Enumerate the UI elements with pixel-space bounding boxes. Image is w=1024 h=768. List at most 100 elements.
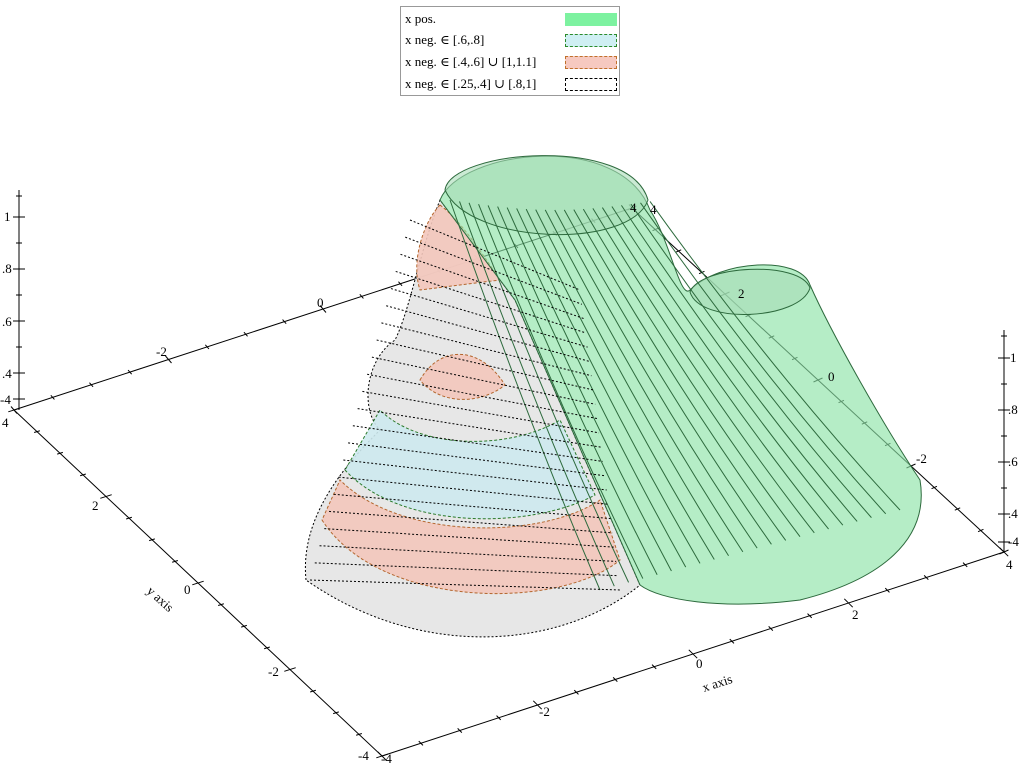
y-axis-label: y axis xyxy=(144,583,177,615)
legend-label-orange: x neg. ∈ [.4,.6] ∪ [1,1.1] xyxy=(405,54,537,69)
x-tick-mark xyxy=(532,700,543,710)
y-tick-mark xyxy=(355,732,363,736)
legend-label-x-pos: x pos. xyxy=(405,11,437,26)
surface-mesh-line xyxy=(630,203,872,518)
back-y-tick-mark xyxy=(999,549,1009,555)
surface-mesh-line xyxy=(573,209,787,541)
right-y-tick-0: 0 xyxy=(828,369,835,384)
surface-mesh-line xyxy=(582,208,801,537)
y-tick-mark xyxy=(148,538,156,542)
back-x-tick-mark xyxy=(10,406,18,414)
surface-mesh-line-neg xyxy=(314,562,619,577)
legend-label-black: x neg. ∈ [.25,.4] ∪ [.8,1] xyxy=(405,76,537,91)
surface-mesh-line xyxy=(497,206,672,572)
surface-mesh-line xyxy=(563,209,772,545)
surface-mesh-line xyxy=(554,209,758,549)
y-tick-mark xyxy=(100,494,112,499)
surface-mesh-line xyxy=(640,202,887,515)
back-x-tick-mark xyxy=(319,305,327,313)
x-tick-mark xyxy=(729,638,735,644)
x-tick-mark xyxy=(377,751,387,761)
back-x-tick-0: 0 xyxy=(317,295,324,310)
y-tick-mark xyxy=(79,473,87,477)
x-tick-mark xyxy=(651,664,657,670)
y-tick-mark xyxy=(192,580,204,586)
x-tick-mark xyxy=(884,587,890,593)
surface-mesh-line xyxy=(611,206,844,526)
surface-mesh-line-neg xyxy=(367,373,598,420)
y-tick-mark xyxy=(309,689,317,693)
x-tick-mark xyxy=(612,677,618,682)
back-x-tick-neg2: -2 xyxy=(156,344,167,359)
back-x-tick-mark xyxy=(243,331,248,337)
right-y-tick-neg2: -2 xyxy=(916,451,927,466)
back-x-tick-mark xyxy=(398,281,403,287)
y-tick-mark xyxy=(240,624,248,628)
back-x-tick-mark xyxy=(89,382,94,388)
back-x-tick-mark xyxy=(127,369,133,375)
surface-mesh-line xyxy=(516,208,701,564)
x-tick-2: 2 xyxy=(852,607,859,622)
surface-mesh-line xyxy=(601,207,829,530)
left-z-tick-08: .8 xyxy=(2,261,12,276)
right-corner-neg4: -4 xyxy=(1008,534,1019,549)
right-z-tick-04: .4 xyxy=(1008,506,1018,521)
surface-mesh-line xyxy=(535,209,729,556)
surface-mesh-line-neg xyxy=(319,545,617,562)
left-z-tick-1: 1 xyxy=(4,209,11,224)
surface-mesh-line xyxy=(621,205,858,522)
right-z-tick-08: .8 xyxy=(1008,402,1018,417)
surface-mesh-line xyxy=(525,208,715,560)
back-y-tick-mark xyxy=(931,485,938,490)
surface-mesh-line xyxy=(459,201,615,587)
surface-negx-blue-band xyxy=(344,409,596,520)
back-y-tick-mark xyxy=(675,249,682,253)
surface-mesh-line-neg xyxy=(381,322,592,377)
y-tick-mark xyxy=(171,559,179,563)
x-tick-4: 4 xyxy=(1006,557,1013,572)
back-y-tick-mark xyxy=(954,507,961,511)
legend: x pos. x neg. ∈ [.6,.8] x neg. ∈ [.4,.6]… xyxy=(400,6,620,96)
y-tick-0: 0 xyxy=(184,582,191,597)
back-y-tick-mark xyxy=(977,528,984,533)
x-tick-mark xyxy=(807,613,813,619)
left-corner-neg4: -4 xyxy=(0,392,11,407)
back-corner-4: 4 xyxy=(650,202,657,217)
surface-mesh-line-neg xyxy=(409,219,581,291)
surface-mesh-line xyxy=(506,207,687,568)
back-x-tick-mark xyxy=(282,319,287,325)
surface-negx-small-peak xyxy=(419,353,506,400)
surface-mesh-line-neg xyxy=(405,236,583,305)
x-tick-mark xyxy=(457,728,463,733)
back-x-tick-4: 4 xyxy=(630,200,637,215)
y-tick-2: 2 xyxy=(92,498,99,513)
right-z-tick-1: 1 xyxy=(1010,350,1017,365)
back-x-tick-mark xyxy=(359,293,364,299)
x-tick-neg2: -2 xyxy=(539,704,550,719)
surface-mesh-line-neg xyxy=(376,339,594,391)
back-x-tick-mark xyxy=(204,344,210,350)
surface-mesh-line-neg xyxy=(348,442,605,477)
surface-mesh-line xyxy=(468,202,630,583)
left-z-tick-06: .6 xyxy=(2,314,12,329)
surface-mesh-line-neg xyxy=(324,528,615,548)
x-tick-mark xyxy=(962,562,968,568)
surface-mesh-line-neg xyxy=(343,459,607,491)
x-tick-mark xyxy=(496,715,502,721)
surface-mesh-line xyxy=(649,201,901,511)
x-tick-mark xyxy=(923,575,929,580)
surface-mesh-line-neg xyxy=(362,390,600,434)
y-tick-neg2: -2 xyxy=(268,664,279,679)
x-axis-label: x axis xyxy=(700,671,734,695)
surface-mesh-line xyxy=(478,203,644,579)
surface-mesh-line-neg xyxy=(395,270,586,334)
surface-mesh-line xyxy=(487,205,658,575)
y-tick-mark xyxy=(263,646,271,650)
surface-mesh-line-neg xyxy=(357,408,602,448)
right-z-tick-06: .6 xyxy=(1008,454,1018,469)
legend-swatch-green xyxy=(565,34,617,47)
surface-mesh-line xyxy=(544,209,744,553)
surface-mesh-line-neg xyxy=(338,476,609,505)
x-tick-mark xyxy=(573,689,579,695)
